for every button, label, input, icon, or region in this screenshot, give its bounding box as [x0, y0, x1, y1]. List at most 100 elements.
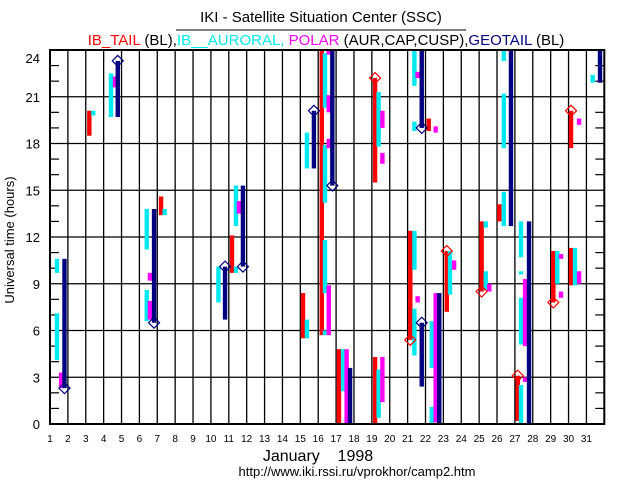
geotail-interval-bar	[419, 322, 424, 387]
y-tick-label: 0	[33, 417, 40, 432]
geotail-diamond-marker	[415, 316, 429, 330]
x-tick-label: 11	[224, 434, 235, 445]
polar-interval-bar	[344, 349, 349, 424]
polar-interval-bar	[380, 110, 385, 128]
x-tick-label: 21	[402, 434, 414, 445]
ib-auroral-interval-bar	[429, 321, 434, 368]
ib-auroral-interval-bar	[412, 121, 417, 132]
legend-ib-tail: IB_TAIL	[88, 32, 141, 49]
x-tick-label: 15	[295, 434, 307, 445]
y-tick-label: 18	[26, 137, 40, 152]
x-tick-label: 14	[277, 434, 289, 445]
geotail-diamond-marker	[415, 121, 429, 135]
ib-auroral-interval-bar	[233, 185, 239, 227]
ib-tail-diamond-marker	[511, 369, 525, 383]
x-tick-label: 31	[581, 434, 593, 445]
ib-auroral-interval-bar	[590, 74, 595, 83]
polar-interval-bar	[380, 356, 385, 403]
geotail-diamond-marker	[307, 104, 321, 118]
geotail-interval-bar	[222, 266, 228, 320]
x-tick-label: 8	[172, 434, 178, 445]
data-markers	[58, 54, 578, 395]
geotail-interval-bar	[508, 50, 514, 227]
x-tick-label: 26	[491, 434, 503, 445]
ib-auroral-interval-bar	[412, 50, 417, 86]
polar-interval-bar	[451, 260, 457, 270]
legend-polar-note: (AUR,CAP,CUSP),	[340, 32, 469, 49]
x-tick-label: 30	[563, 434, 575, 445]
x-tick-label: 29	[545, 434, 557, 445]
ib-auroral-interval-bar	[162, 208, 167, 216]
legend-geotail: GEOTAIL	[468, 32, 532, 49]
geotail-interval-bar	[240, 185, 246, 267]
ib-tail-interval-bar	[497, 204, 502, 222]
geotail-interval-bar	[151, 208, 157, 323]
y-axis-label: Universal time (hours)	[2, 176, 17, 303]
polar-interval-bar	[326, 95, 331, 113]
ib-auroral-interval-bar	[54, 258, 60, 273]
ib-tail-interval-bar	[479, 221, 484, 292]
geotail-diamond-marker	[236, 260, 250, 273]
polar-interval-bar	[558, 291, 564, 298]
ib-tail-interval-bar	[568, 247, 574, 286]
ib-auroral-interval-bar	[54, 313, 60, 361]
polar-interval-bar	[380, 152, 385, 164]
polar-interval-bar	[58, 372, 64, 389]
ib-tail-interval-bar	[158, 196, 164, 216]
ib-auroral-interval-bar	[447, 251, 453, 295]
geotail-interval-bar	[347, 367, 353, 424]
ib-auroral-interval-bar	[483, 271, 488, 290]
geotail-interval-bar	[597, 50, 603, 83]
ib-tail-diamond-marker	[546, 296, 560, 309]
ib-auroral-interval-bar	[412, 230, 417, 270]
ib-tail-interval-bar	[551, 251, 556, 303]
ib-tail-interval-bar	[408, 230, 413, 340]
x-tick-label: 28	[527, 434, 539, 445]
polar-interval-bar	[147, 272, 153, 281]
x-tick-label: 17	[331, 434, 343, 445]
x-tick-label: 24	[456, 434, 468, 445]
x-tick-label: 3	[83, 434, 89, 445]
ib-auroral-interval-bar	[144, 289, 149, 322]
geotail-diamond-marker	[58, 381, 71, 395]
ib-auroral-interval-bar	[144, 208, 149, 250]
geotail-interval-bar	[526, 221, 532, 424]
x-axis: 1 2 3 4 5 6 7 8 9 10 11 12 13 14 15 16 17 18 19 20 21 22 23 24 2…	[47, 434, 592, 445]
y-tick-label: 6	[33, 324, 40, 339]
geotail-interval-bar	[330, 50, 335, 186]
geotail-interval-bar	[115, 60, 120, 118]
y-tick-label: 21	[26, 90, 40, 105]
ib-auroral-interval-bar	[518, 385, 524, 424]
ib-auroral-interval-bar	[572, 247, 578, 286]
x-tick-label: 13	[259, 434, 271, 445]
legend-ib-tail-note: (BL),	[140, 32, 177, 49]
x-tick-label: 22	[420, 434, 432, 445]
ib-auroral-interval-bar	[322, 330, 328, 336]
x-tick-label: 6	[137, 434, 143, 445]
x-tick-label: 7	[155, 434, 161, 445]
ib-auroral-interval-bar	[376, 369, 381, 418]
plot-frame	[49, 49, 606, 425]
ib-auroral-interval-bar	[376, 92, 381, 147]
x-tick-label: 10	[205, 434, 217, 445]
x-tick-label: 19	[366, 434, 378, 445]
polar-interval-bar	[147, 300, 153, 320]
polar-interval-bar	[433, 126, 438, 133]
ib-auroral-interval-bar	[501, 191, 507, 227]
x-tick-label: 5	[119, 434, 125, 445]
x-tick-label: 25	[474, 434, 486, 445]
ib-auroral-interval-bar	[518, 221, 524, 258]
legend: IB_TAIL (BL),IB__AURORAL, POLAR (AUR,CAP…	[88, 32, 565, 49]
y-axis: 0 3 6 9 12 15 18 21 24	[26, 51, 40, 432]
ib-tail-interval-bar	[372, 78, 378, 183]
polar-interval-bar	[576, 271, 582, 284]
ib-auroral-interval-bar	[304, 319, 310, 339]
polar-interval-bar	[487, 283, 492, 292]
ib-auroral-interval-bar	[233, 266, 239, 273]
polar-interval-bar	[236, 201, 242, 214]
ib-tail-interval-bar	[426, 118, 431, 132]
x-tick-label: 20	[384, 434, 396, 445]
ib-auroral-interval-bar	[483, 221, 488, 228]
x-tick-label: 2	[65, 434, 71, 445]
x-tick-label: 27	[509, 434, 521, 445]
